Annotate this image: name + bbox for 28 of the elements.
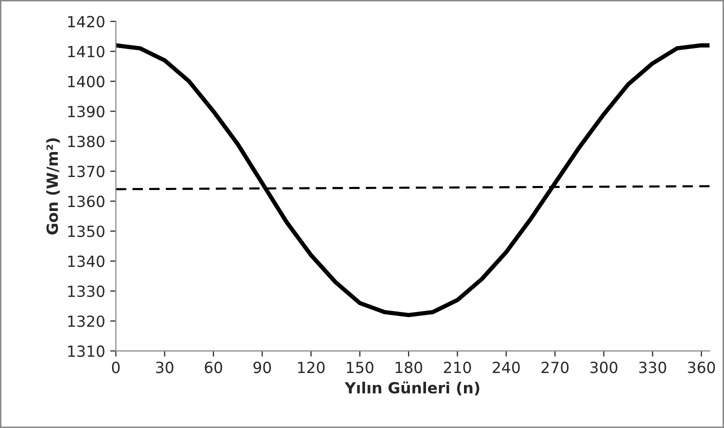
x-tick-label: 210 — [444, 362, 471, 374]
y-tick-label: 1400 — [68, 76, 104, 88]
x-axis-title: Yılın Günleri (n) — [344, 382, 480, 396]
x-tick-label: 270 — [542, 362, 569, 374]
y-tick-label: 1350 — [68, 226, 104, 238]
y-tick-label: 1310 — [68, 345, 104, 357]
line-series — [116, 43, 710, 318]
x-tick-label: 330 — [639, 362, 666, 374]
x-tick-label: 150 — [346, 362, 374, 374]
x-tick-label: 120 — [298, 362, 325, 374]
x-tick-label: 30 — [156, 362, 174, 374]
x-tick-label: 180 — [396, 362, 422, 374]
y-tick-label: 1390 — [68, 106, 104, 118]
y-tick-label: 1320 — [68, 315, 104, 328]
x-tick-label: 0 — [112, 362, 120, 374]
x-tick-label: 360 — [688, 362, 715, 374]
y-tick-label: 1380 — [68, 136, 104, 148]
y-tick-label: 1410 — [68, 46, 104, 58]
y-tick-label: 1360 — [68, 196, 104, 208]
x-tick-label: 90 — [253, 362, 271, 374]
y-tick-label: 1340 — [68, 256, 104, 268]
x-tick-label: 300 — [590, 362, 618, 374]
y-tick-label: 1420 — [68, 16, 104, 28]
x-tick-label: 60 — [204, 362, 222, 374]
y-tick-label: 1370 — [68, 166, 104, 178]
x-tick-label: 240 — [492, 362, 520, 374]
y-axis-title: Gon (W/m²) — [46, 138, 60, 235]
y-tick-label: 1330 — [68, 286, 104, 298]
